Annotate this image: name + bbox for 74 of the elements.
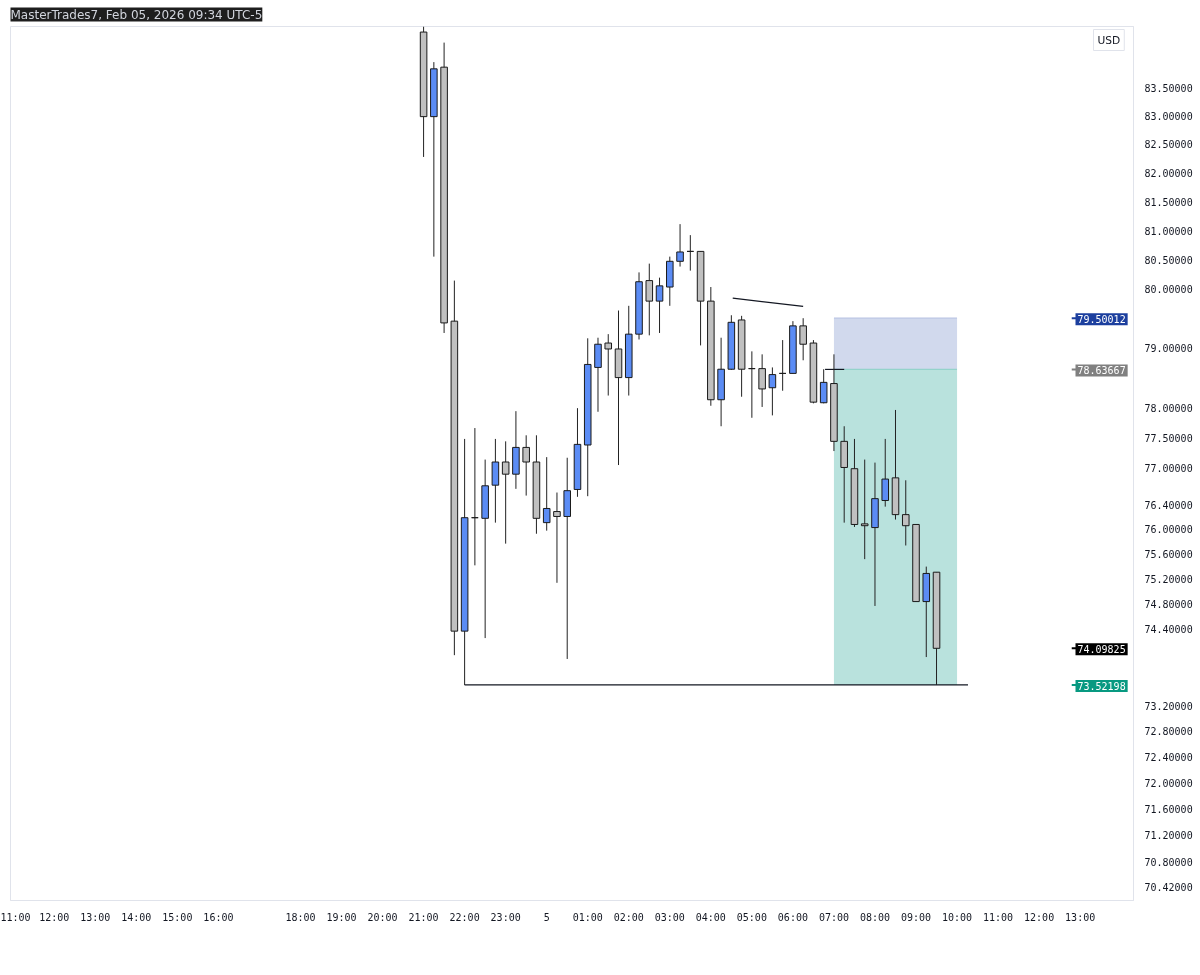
candlestick bbox=[491, 438, 500, 524]
y-tick-label: 82.00000 bbox=[1144, 167, 1193, 179]
candlestick bbox=[758, 353, 766, 408]
x-tick-label: 10:00 bbox=[942, 911, 973, 923]
x-tick-label: 23:00 bbox=[490, 911, 521, 923]
candlestick bbox=[604, 333, 613, 397]
y-tick-label: 76.40000 bbox=[1144, 499, 1193, 511]
candlestick bbox=[542, 456, 551, 532]
x-tick-label: 12:00 bbox=[39, 911, 70, 923]
y-tick-label: 77.00000 bbox=[1144, 463, 1193, 475]
y-tick-label: 78.00000 bbox=[1144, 402, 1193, 414]
ref-line-label: 73.52198 bbox=[1077, 680, 1126, 692]
x-tick-label: 01:00 bbox=[572, 911, 603, 923]
x-tick-label: 16:00 bbox=[203, 911, 234, 923]
x-tick-label: 09:00 bbox=[900, 911, 932, 923]
x-tick-label: 06:00 bbox=[777, 911, 808, 923]
y-tick-label: 72.80000 bbox=[1144, 726, 1193, 738]
candlestick bbox=[860, 459, 869, 560]
x-tick-label: 05:00 bbox=[736, 911, 767, 923]
x-tick-label: 11:00 bbox=[983, 911, 1014, 923]
x-tick-label: 04:00 bbox=[695, 911, 726, 923]
x-tick-label: 03:00 bbox=[654, 911, 685, 923]
candlestick bbox=[522, 434, 530, 497]
y-tick-label: 74.80000 bbox=[1144, 599, 1193, 611]
x-tick-label: 20:00 bbox=[367, 911, 398, 923]
y-tick-label: 74.40000 bbox=[1144, 624, 1193, 636]
x-tick-label: 15:00 bbox=[162, 911, 193, 923]
y-tick-label: 70.42000 bbox=[1144, 882, 1193, 894]
candlestick bbox=[901, 479, 910, 546]
x-tick-label: 19:00 bbox=[326, 911, 357, 923]
candlestick bbox=[501, 440, 510, 545]
y-tick-label: 73.20000 bbox=[1144, 700, 1193, 712]
y-tick-label: 79.00000 bbox=[1144, 342, 1193, 354]
x-tick-label: 13:00 bbox=[1065, 911, 1096, 923]
x-tick-label: 14:00 bbox=[121, 911, 152, 923]
candlestick bbox=[553, 492, 561, 584]
candlestick bbox=[594, 337, 602, 413]
candlestick bbox=[645, 263, 654, 336]
candlestick bbox=[881, 438, 890, 508]
ref-line-label: 74.09825 bbox=[1077, 644, 1126, 656]
candlestick bbox=[655, 277, 664, 334]
y-tick-label: 77.50000 bbox=[1144, 432, 1193, 444]
y-tick-label: 70.80000 bbox=[1144, 856, 1193, 868]
candlestick bbox=[676, 223, 684, 268]
chart-title: MasterTrades7, Feb 05, 2026 09:34 UTC-5 bbox=[10, 7, 263, 22]
candlestick bbox=[799, 317, 807, 361]
x-tick-label: 11:00 bbox=[0, 911, 31, 923]
y-tick-label: 80.50000 bbox=[1144, 254, 1193, 266]
y-tick-label: 71.60000 bbox=[1144, 804, 1193, 816]
y-tick-label: 75.20000 bbox=[1144, 574, 1193, 586]
x-tick-label: 5 bbox=[543, 911, 550, 923]
x-tick-label: 07:00 bbox=[818, 911, 849, 923]
x-tick-label: 21:00 bbox=[408, 911, 439, 923]
x-tick-label: 12:00 bbox=[1024, 911, 1055, 923]
y-tick-label: 81.50000 bbox=[1144, 196, 1193, 208]
y-tick-label: 72.00000 bbox=[1144, 778, 1193, 790]
x-tick-label: 13:00 bbox=[80, 911, 111, 923]
candlestick bbox=[768, 366, 777, 416]
ref-line-label: 78.63667 bbox=[1077, 365, 1126, 377]
x-tick-label: 22:00 bbox=[449, 911, 480, 923]
annotation: USD bbox=[1097, 33, 1121, 47]
y-tick-label: 75.60000 bbox=[1144, 549, 1193, 561]
y-tick-label: 82.50000 bbox=[1144, 139, 1193, 151]
x-tick-label: 08:00 bbox=[859, 911, 891, 923]
y-tick-label: 83.50000 bbox=[1144, 82, 1193, 94]
x-tick-label: 18:00 bbox=[285, 911, 316, 923]
y-tick-label: 72.40000 bbox=[1144, 752, 1193, 764]
x-tick-label: 02:00 bbox=[613, 911, 644, 923]
y-tick-label: 71.20000 bbox=[1144, 830, 1193, 842]
y-tick-label: 80.00000 bbox=[1144, 283, 1193, 295]
y-tick-label: 76.00000 bbox=[1144, 524, 1193, 536]
ref-line-label: 79.50012 bbox=[1077, 314, 1126, 326]
y-tick-label: 81.00000 bbox=[1144, 225, 1193, 237]
y-tick-label: 83.00000 bbox=[1144, 111, 1193, 123]
